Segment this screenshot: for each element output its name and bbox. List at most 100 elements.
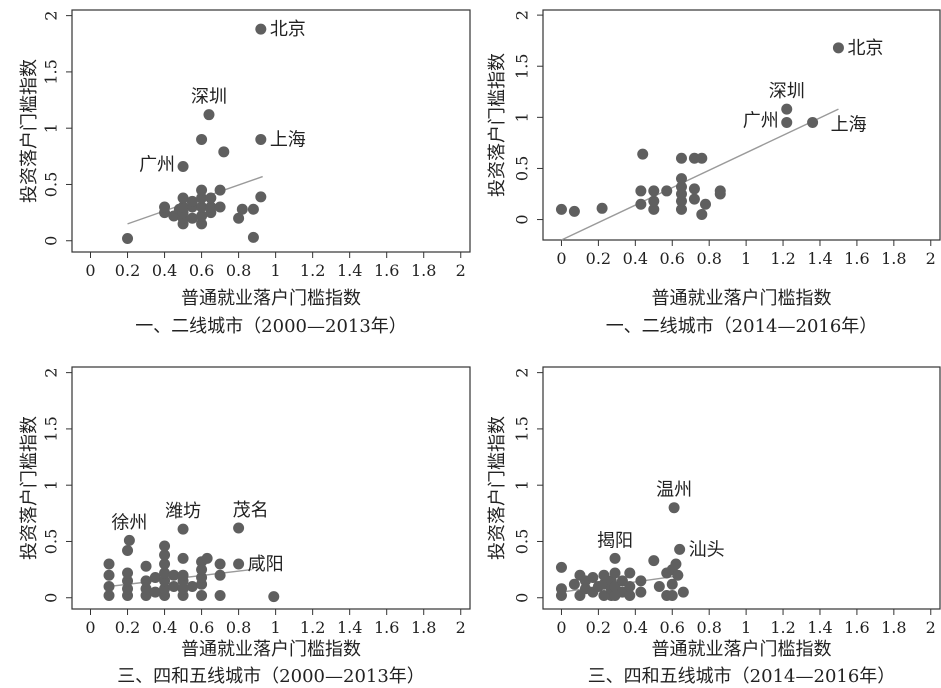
x-tick-label: 2 (456, 618, 466, 637)
data-point (218, 146, 230, 158)
x-tick-label: 1.8 (411, 261, 436, 280)
y-tick-label: 0.5 (513, 156, 532, 181)
data-point (637, 148, 649, 160)
x-tick-label: 1.6 (844, 618, 869, 637)
data-point (609, 567, 621, 579)
y-tick-label: 0 (513, 214, 532, 224)
data-point (714, 185, 726, 197)
data-point (688, 193, 700, 205)
x-tick-label: 1.6 (374, 618, 399, 637)
data-point (666, 589, 678, 601)
data-point (624, 580, 636, 592)
data-point (236, 203, 248, 215)
data-point (122, 567, 134, 579)
x-tick-label: 1.4 (337, 261, 362, 280)
city-label: 咸阳 (248, 554, 284, 575)
data-point (247, 203, 259, 215)
x-tick-label: 0.4 (152, 618, 177, 637)
plot-frame (542, 366, 941, 610)
y-tick-label: 1.5 (513, 53, 532, 78)
x-tick-label: 1.6 (844, 249, 869, 268)
data-point (568, 578, 580, 590)
x-tick-label: 0.4 (623, 249, 648, 268)
data-point (648, 185, 660, 197)
chart-title: 一、二线城市（2000—2013年） (135, 316, 407, 337)
data-point (214, 184, 226, 196)
data-point (696, 152, 708, 164)
x-tick-label: 0.8 (696, 618, 721, 637)
y-tick-label: 2 (42, 11, 61, 21)
y-tick-label: 0 (42, 236, 61, 246)
plot-frame (71, 9, 471, 253)
data-point (635, 586, 647, 598)
x-tick-label: 1.2 (300, 618, 325, 637)
data-point (668, 502, 680, 514)
data-point (624, 589, 636, 601)
x-tick-label: 1.2 (770, 249, 795, 268)
city-label: 茂名 (233, 500, 269, 521)
fit-line (561, 108, 839, 241)
x-tick-label: 1.2 (770, 618, 795, 637)
x-tick-label: 1.8 (881, 618, 906, 637)
data-point (159, 540, 171, 552)
x-tick-label: 0 (85, 261, 95, 280)
data-point (196, 589, 208, 601)
x-tick-label: 1.6 (374, 261, 399, 280)
data-point (177, 160, 189, 172)
data-point (587, 571, 599, 583)
data-point (159, 558, 171, 570)
data-point (675, 152, 687, 164)
x-tick-label: 0.8 (226, 261, 251, 280)
data-point (255, 23, 267, 35)
city-label: 深圳 (769, 81, 805, 102)
data-point (177, 201, 189, 213)
data-point (555, 583, 567, 595)
city-label: 广州 (743, 110, 779, 131)
data-point (233, 212, 245, 224)
chart-panel-2: 0 0.5 1 1.5 2 0 0.2 0.4 0.6 0.8 1 1.2 1.4 1.6 1.8 2 北京深圳… (487, 9, 941, 337)
plot-frame (71, 366, 471, 610)
chart-panel-4: 0 0.5 1 1.5 2 0 0.2 0.4 0.6 0.8 1 1.2 1.4 1.6 1.8 2 温州揭阳… (487, 366, 941, 687)
x-tick-label: 0 (85, 618, 95, 637)
data-point (168, 569, 180, 581)
x-tick-label: 0 (556, 618, 566, 637)
city-label: 揭阳 (597, 530, 633, 551)
x-tick-label: 1 (271, 261, 281, 280)
data-point (675, 173, 687, 185)
data-point (123, 534, 135, 546)
y-tick-label: 1 (513, 480, 532, 490)
data-point (196, 210, 208, 222)
y-tick-label: 1 (42, 480, 61, 490)
plot-frame (542, 9, 941, 241)
data-point (214, 558, 226, 570)
data-point (196, 218, 208, 230)
y-tick-label: 0.5 (42, 172, 61, 197)
city-label: 温州 (656, 480, 692, 501)
city-label: 潍坊 (165, 501, 201, 522)
data-point (103, 580, 115, 592)
y-tick-label: 1 (42, 123, 61, 133)
data-point (177, 192, 189, 204)
data-point (196, 184, 208, 196)
data-point (653, 580, 665, 592)
y-tick-label: 2 (513, 10, 532, 20)
data-point (159, 201, 171, 213)
data-point (159, 549, 171, 561)
data-point (247, 231, 259, 243)
data-point (233, 558, 245, 570)
y-tick-label: 0.5 (42, 529, 61, 554)
data-point (696, 208, 708, 220)
data-point (648, 195, 660, 207)
data-point (205, 192, 217, 204)
data-point (624, 567, 636, 579)
data-point (781, 103, 793, 115)
data-point (781, 116, 793, 128)
chart-panel-1: 0 0.5 1 1.5 2 0 0.2 0.4 0.6 0.8 1 1.2 1.4 1.6 1.8 2 北京深圳… (19, 9, 471, 337)
data-point (677, 586, 689, 598)
chart-panel-3: 0 0.5 1 1.5 2 0 0.2 0.4 0.6 0.8 1 1.2 1.4 1.6 1.8 2 徐州潍坊… (19, 366, 471, 687)
y-tick-label: 0 (42, 593, 61, 603)
data-point (596, 202, 608, 214)
x-tick-label: 0.4 (152, 261, 177, 280)
x-tick-label: 0.2 (115, 618, 140, 637)
data-point (635, 575, 647, 587)
